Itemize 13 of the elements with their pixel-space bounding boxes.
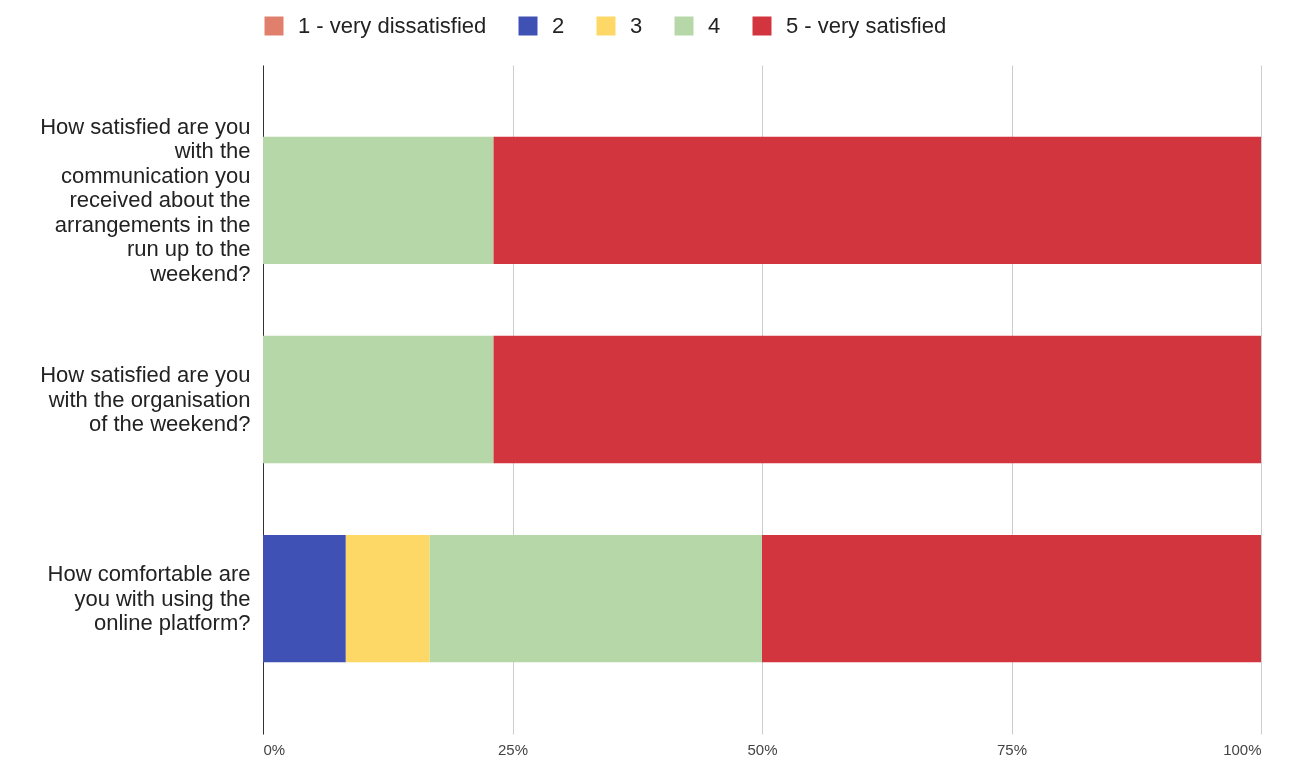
x-tick-label: 100% [1223, 740, 1262, 758]
y-tick-label: How comfortable are you with using the online platform? [47, 561, 251, 636]
legend-label: 5 - very satisfied [786, 13, 947, 38]
x-tick-label: 25% [497, 740, 529, 758]
legend-label: 2 [552, 13, 565, 38]
x-tick-label: 0% [263, 740, 286, 758]
y-tick-label: How satisfied are you with the organisation of the weekend? [40, 362, 251, 436]
x-tick-label: 50% [747, 740, 778, 758]
x-tick-label: 75% [996, 740, 1028, 758]
legend-label: 4 [708, 13, 721, 38]
legend-label: 1 - very dissatisfied [298, 13, 487, 38]
y-tick-label: How satisfied are you with the communication you received about the arrangements in the run up to the weekend? [40, 113, 251, 286]
legend-label: 3 [630, 13, 643, 38]
